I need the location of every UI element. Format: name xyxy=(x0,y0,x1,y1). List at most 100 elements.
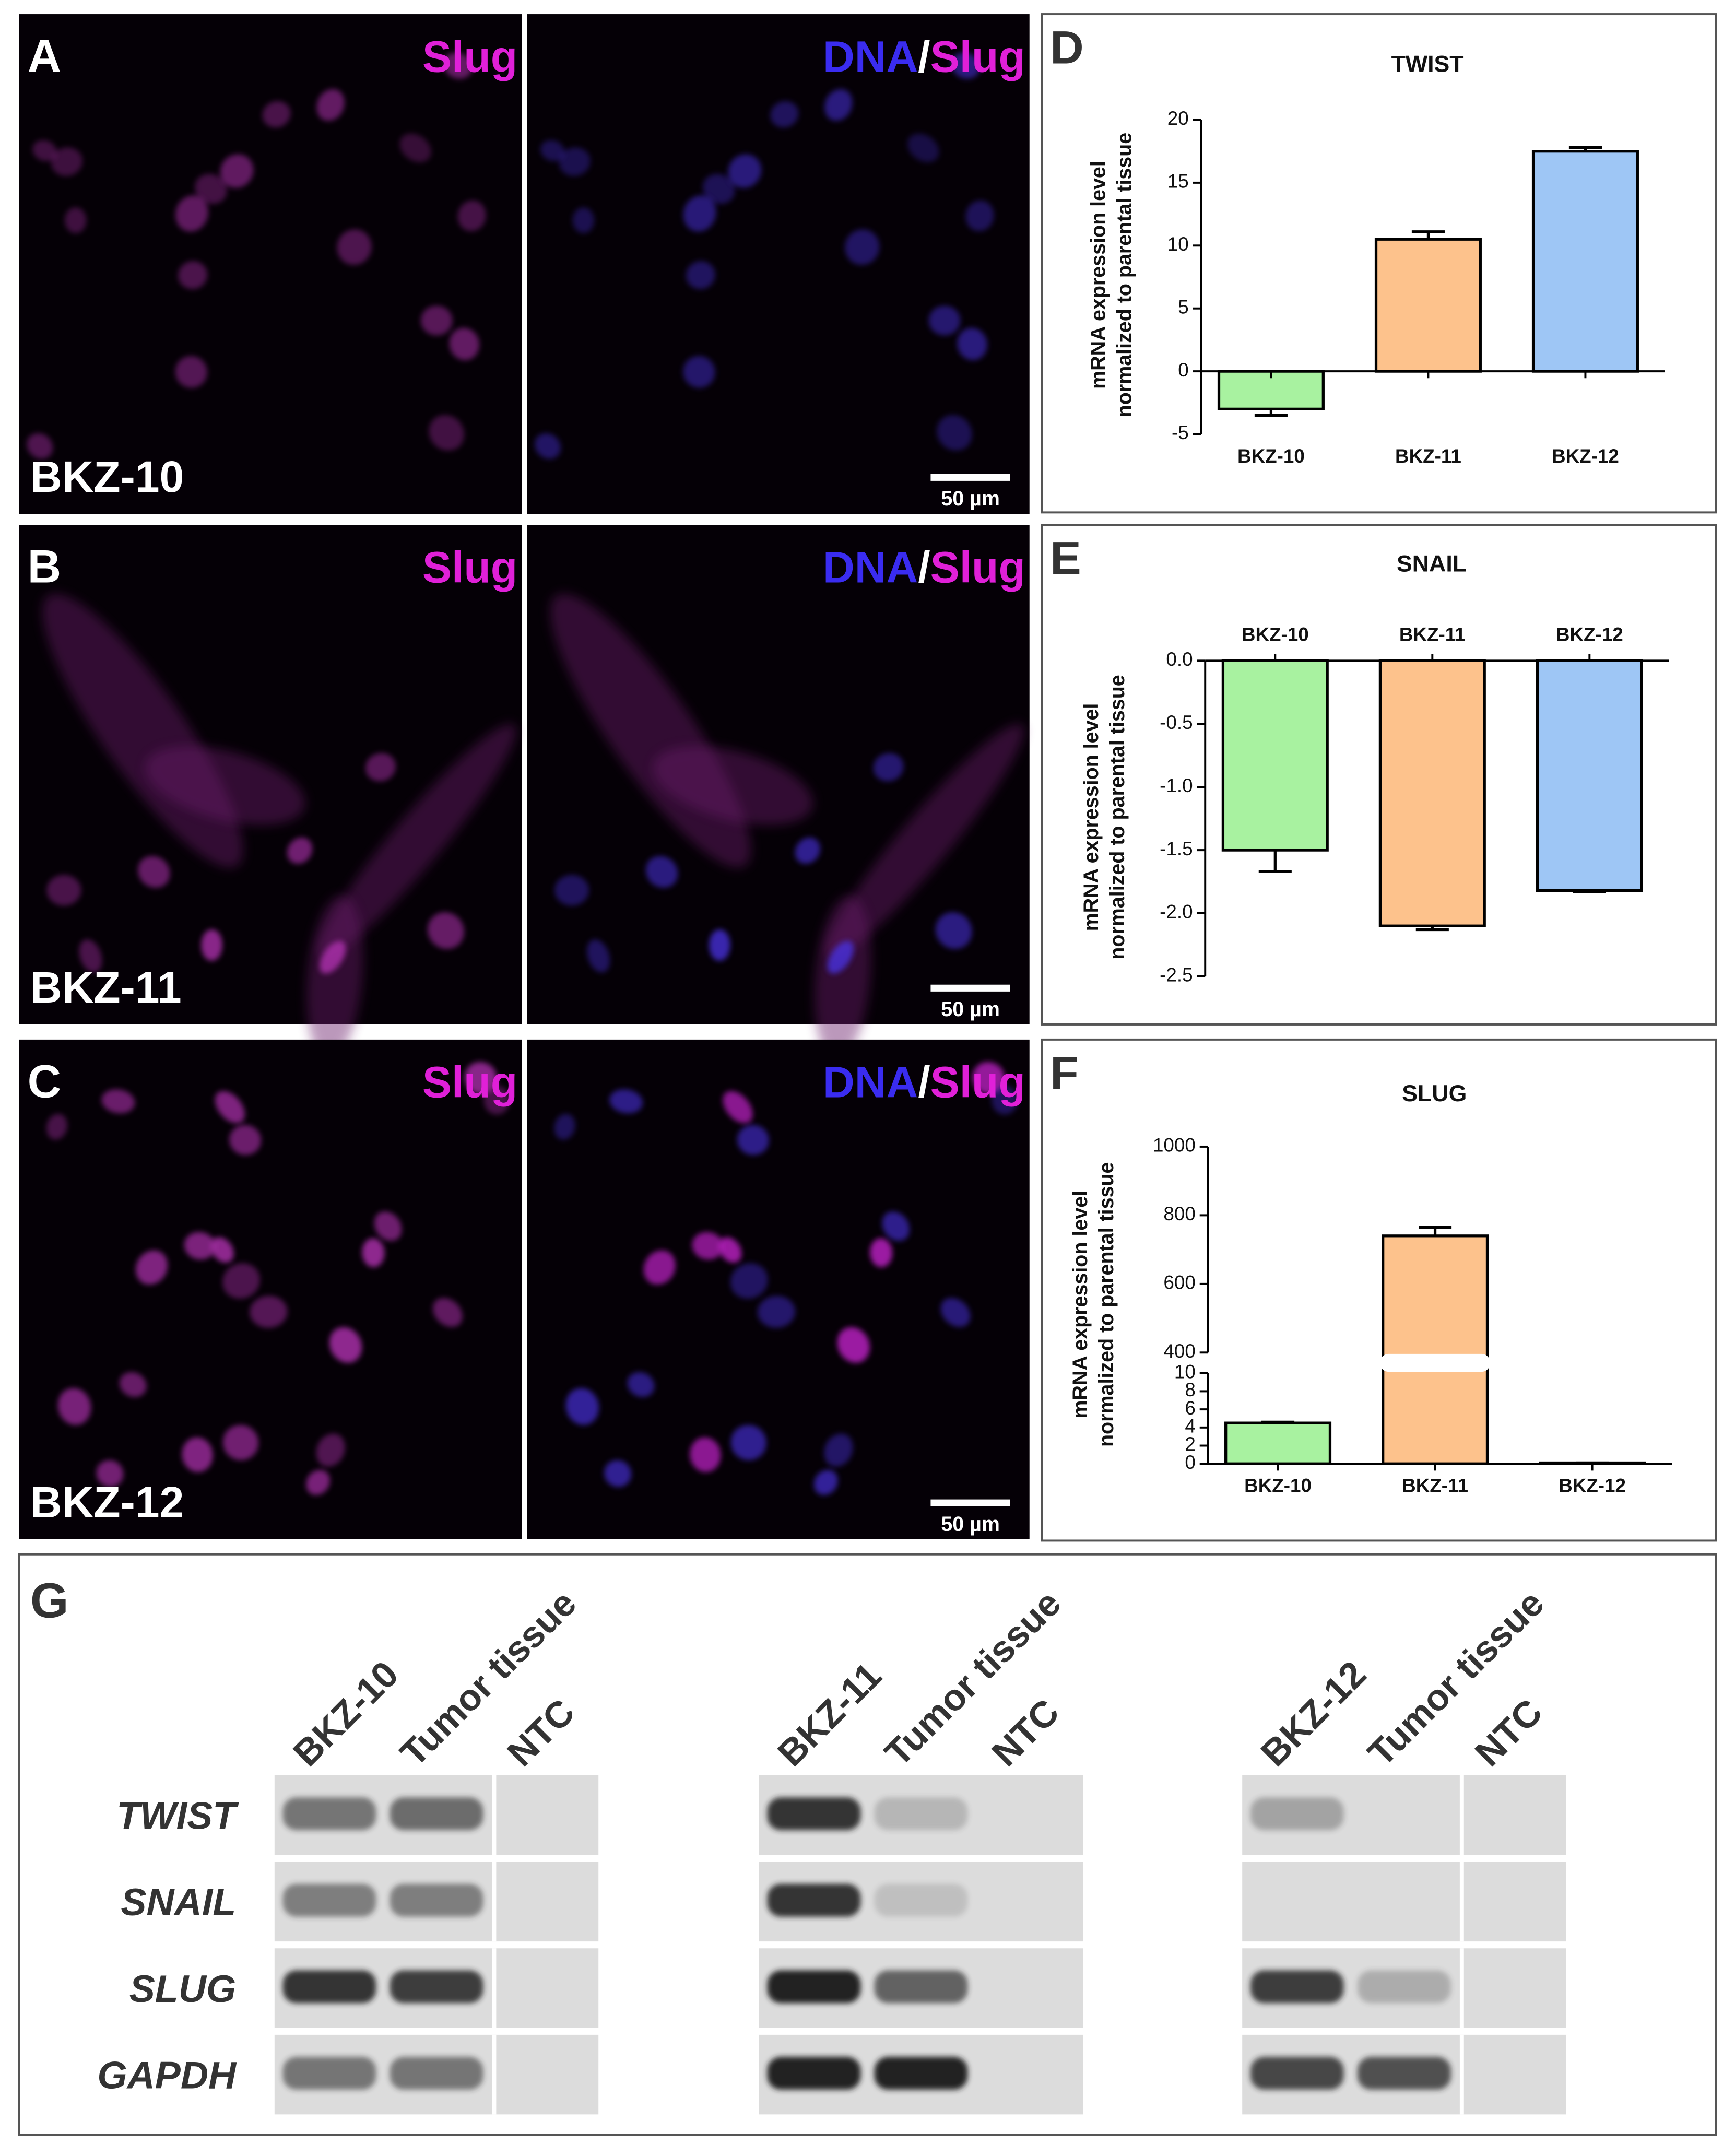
nucleus xyxy=(316,1433,345,1467)
cells xyxy=(554,1062,1018,1495)
nucleus xyxy=(554,875,589,906)
y-tick-label: -1.5 xyxy=(1160,838,1193,859)
error-bar xyxy=(1568,146,1602,151)
cell-body xyxy=(653,746,813,826)
scale-bar xyxy=(930,474,1010,481)
y-axis-label-line: normalized to parental tissue xyxy=(1095,1162,1118,1447)
band xyxy=(1250,1797,1344,1831)
nucleus xyxy=(559,147,591,176)
nucleus xyxy=(201,929,222,961)
nucleus xyxy=(138,856,170,888)
bar xyxy=(1382,1234,1489,1465)
dna-label: DNA xyxy=(823,1057,918,1106)
sample-label: BKZ-10 xyxy=(30,452,184,501)
separator: / xyxy=(918,32,930,81)
bar xyxy=(1224,1421,1332,1465)
nucleus xyxy=(51,147,83,176)
nucleus xyxy=(46,875,81,906)
cells xyxy=(550,594,1024,1060)
band xyxy=(874,1883,968,1917)
stain-label: Slug xyxy=(422,32,517,81)
merge-label: DNA/Slug xyxy=(823,543,1025,592)
chart-title: TWIST xyxy=(1391,51,1464,77)
error-bar xyxy=(1411,230,1445,240)
nucleus xyxy=(420,305,453,336)
nucleus xyxy=(210,1237,234,1263)
y-tick-label: -0.5 xyxy=(1160,712,1193,733)
y-tick-label: -2.5 xyxy=(1160,964,1193,986)
y-tick-label: 0 xyxy=(1185,1452,1195,1473)
nucleus xyxy=(175,356,207,388)
nucleus xyxy=(683,356,715,388)
band xyxy=(282,1970,376,2004)
chart: E SNAIL 0.0 -0.5 -1.0 -1.5 -2.0 -2.5 mRNA expres… xyxy=(1041,524,1717,1026)
nucleus xyxy=(827,941,854,974)
gene-label: GAPDH xyxy=(97,2053,237,2096)
y-tick-label: -5 xyxy=(1172,422,1189,443)
gene-label: SLUG xyxy=(129,1967,236,2010)
band xyxy=(1358,2056,1451,2090)
micrograph xyxy=(527,1039,1030,1539)
nucleus xyxy=(215,1091,245,1124)
band xyxy=(390,1883,483,1917)
nucleus xyxy=(935,912,972,949)
chart-frame xyxy=(1041,1038,1717,1542)
panel-letter: D xyxy=(1050,21,1084,74)
panel-letter: E xyxy=(1050,532,1081,584)
chart: D TWIST -5 0 5 10 15 20 mRNA expression level nor… xyxy=(1041,13,1717,514)
nucleus xyxy=(46,1114,67,1140)
separator: / xyxy=(918,1057,930,1106)
nucleus xyxy=(64,207,87,233)
panel-letter: B xyxy=(28,540,62,592)
sample-label: BKZ-12 xyxy=(30,1478,184,1527)
band xyxy=(1358,1970,1451,2004)
error-bar xyxy=(1254,409,1288,417)
nucleus xyxy=(845,229,880,265)
band xyxy=(282,1797,376,1831)
cells xyxy=(46,1062,510,1495)
error-bar xyxy=(1419,1226,1452,1236)
nucleus xyxy=(540,140,565,161)
nucleus xyxy=(728,154,762,188)
axis-break-gap xyxy=(1380,1353,1490,1372)
y-axis-label-line: mRNA expression level xyxy=(1087,161,1110,389)
dna-label: DNA xyxy=(823,32,918,81)
x-tick-label: BKZ-10 xyxy=(1237,445,1305,467)
y-tick-label: 20 xyxy=(1167,108,1189,129)
nucleus xyxy=(262,101,291,128)
nucleus xyxy=(937,415,972,451)
nucleus xyxy=(965,200,994,231)
nucleus xyxy=(690,1437,721,1472)
y-tick-label: -2.0 xyxy=(1160,901,1193,923)
stain-label: Slug xyxy=(930,1057,1025,1106)
nucleus xyxy=(32,140,57,161)
nucleus xyxy=(535,433,561,459)
nucleus xyxy=(329,1327,362,1363)
nucleus xyxy=(306,1470,331,1495)
bar xyxy=(1374,238,1482,373)
cells xyxy=(535,52,994,459)
nucleus xyxy=(683,195,716,232)
nucleus xyxy=(432,1298,463,1327)
nucleus xyxy=(957,327,987,360)
nucleus xyxy=(96,1460,124,1487)
band xyxy=(1250,2056,1344,2090)
separator: / xyxy=(918,543,930,592)
y-axis-label: mRNA expression level normalized to paren… xyxy=(1087,133,1136,417)
nucleus xyxy=(57,1388,91,1425)
nucleus xyxy=(443,52,473,79)
nucleus xyxy=(222,1263,260,1299)
nucleus xyxy=(195,173,227,204)
y-tick-label: 15 xyxy=(1167,171,1189,192)
chart-title: SLUG xyxy=(1402,1081,1467,1106)
nucleus xyxy=(483,1085,510,1115)
scale-bar-label: 50 µm xyxy=(941,998,1000,1021)
chart-title: SNAIL xyxy=(1397,551,1467,576)
bar xyxy=(1221,659,1329,852)
nucleus xyxy=(119,1372,147,1397)
nucleus xyxy=(702,173,735,204)
